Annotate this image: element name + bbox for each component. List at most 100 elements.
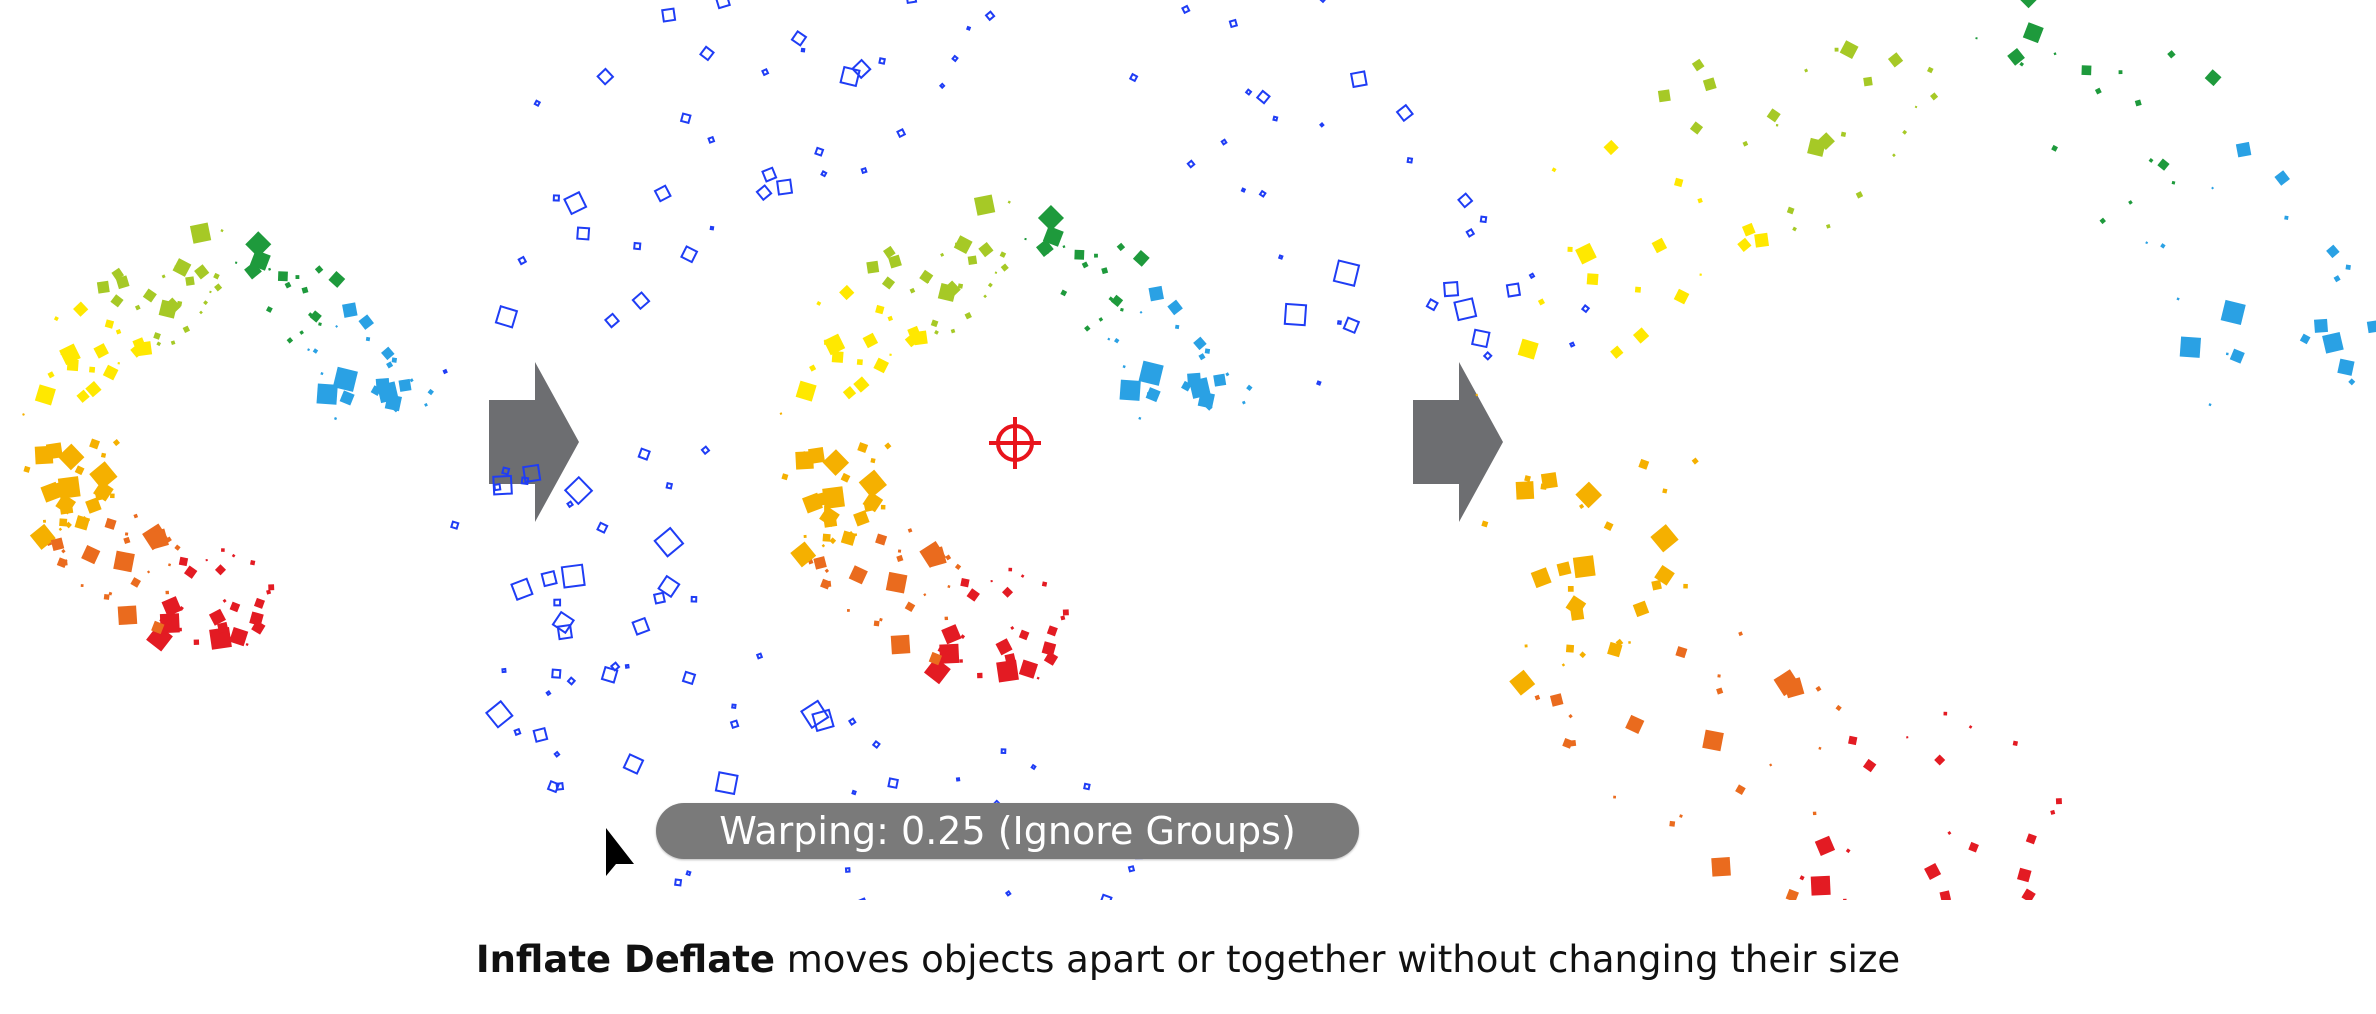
- colored-square: [1567, 246, 1573, 252]
- colored-square: [1132, 249, 1150, 267]
- colored-square: [1613, 795, 1617, 799]
- preview-outline-square: [1406, 156, 1414, 164]
- colored-square: [176, 300, 183, 307]
- colored-square: [896, 554, 904, 563]
- colored-square: [199, 310, 203, 315]
- colored-square: [1943, 711, 1948, 716]
- colored-square: [1766, 108, 1781, 123]
- colored-square: [174, 544, 181, 551]
- preview-outline-square: [494, 305, 519, 329]
- colored-square: [295, 275, 300, 280]
- preview-outline-square: [871, 739, 881, 750]
- colored-square: [1565, 644, 1575, 653]
- colored-square: [2229, 348, 2245, 364]
- colored-square: [904, 601, 916, 613]
- colored-square: [339, 390, 355, 406]
- colored-square: [1567, 586, 1574, 592]
- colored-square: [945, 554, 952, 561]
- colored-square: [873, 620, 880, 627]
- preview-outline-square: [553, 750, 561, 758]
- colored-square: [1534, 694, 1541, 701]
- preview-outline-square: [714, 771, 739, 796]
- colored-square: [999, 251, 1007, 258]
- mouse-pointer-icon: [606, 828, 634, 876]
- colored-square: [133, 513, 139, 519]
- colored-square: [822, 533, 831, 542]
- colored-square: [1000, 263, 1009, 272]
- preview-outline-square: [1277, 254, 1284, 260]
- colored-square: [1036, 239, 1054, 258]
- preview-outline-square: [631, 616, 651, 636]
- colored-square: [102, 364, 119, 381]
- colored-square: [2050, 809, 2056, 815]
- colored-square: [813, 556, 827, 570]
- colored-square: [990, 580, 993, 583]
- preview-outline-square: [680, 245, 699, 264]
- preview-outline-square: [905, 0, 918, 4]
- colored-square: [944, 616, 949, 621]
- colored-square: [1968, 725, 1973, 729]
- colored-square: [1934, 754, 1946, 766]
- colored-square: [1037, 204, 1064, 232]
- preview-outline-square: [1332, 259, 1361, 287]
- colored-square: [1741, 222, 1756, 237]
- colored-square: [1674, 177, 1684, 188]
- colored-square: [130, 577, 141, 588]
- colored-square: [74, 515, 90, 531]
- preview-outline-square: [848, 897, 872, 900]
- colored-square: [2337, 358, 2355, 376]
- colored-square: [81, 545, 101, 565]
- preview-outline-square: [556, 623, 574, 641]
- preview-outline-square: [1336, 320, 1342, 326]
- preview-outline-square: [714, 0, 731, 10]
- colored-square: [161, 596, 182, 617]
- colored-square: [2366, 320, 2376, 334]
- colored-square: [2134, 99, 2142, 107]
- colored-square: [1679, 814, 1683, 818]
- colored-square: [1968, 841, 1979, 853]
- colored-square: [203, 300, 209, 306]
- preview-outline-square: [1465, 228, 1476, 238]
- colored-square: [1556, 561, 1572, 577]
- colored-square: [299, 330, 304, 335]
- colored-square: [960, 634, 966, 640]
- colored-square: [1737, 237, 1752, 252]
- colored-square: [220, 228, 224, 233]
- colored-square: [427, 388, 434, 396]
- colored-square: [2208, 403, 2212, 407]
- colored-square: [284, 281, 292, 289]
- preview-outline-square: [1442, 281, 1460, 298]
- colored-square: [955, 242, 960, 247]
- preview-outline-square: [1244, 88, 1253, 96]
- colored-square: [1603, 521, 1614, 531]
- preview-outline-square: [700, 445, 711, 456]
- colored-square: [221, 548, 225, 552]
- colored-square: [870, 457, 876, 464]
- preview-outline-square: [1528, 272, 1536, 280]
- colored-square: [1786, 206, 1795, 215]
- colored-square: [987, 282, 993, 288]
- colored-square: [103, 593, 110, 600]
- colored-square: [214, 283, 223, 292]
- colored-square: [1062, 245, 1066, 249]
- colored-square: [2007, 47, 2025, 66]
- preview-outline-square: [820, 169, 828, 178]
- preview-outline-square: [1568, 341, 1576, 348]
- preview-outline-square: [551, 668, 562, 679]
- colored-square: [1204, 348, 1211, 354]
- colored-square: [1094, 253, 1098, 258]
- colored-square: [823, 333, 846, 356]
- colored-square: [328, 271, 346, 288]
- colored-square: [1575, 242, 1597, 265]
- colored-square: [1007, 200, 1011, 204]
- colored-square: [857, 442, 869, 454]
- preview-outline-square: [851, 58, 872, 80]
- colored-square: [244, 261, 262, 280]
- colored-square: [1717, 674, 1721, 678]
- colored-square: [954, 563, 962, 570]
- preview-outline-square: [731, 703, 737, 709]
- colored-square: [115, 275, 130, 290]
- preview-outline-square: [1186, 159, 1196, 169]
- colored-square: [863, 501, 875, 513]
- preview-outline-square: [545, 690, 552, 697]
